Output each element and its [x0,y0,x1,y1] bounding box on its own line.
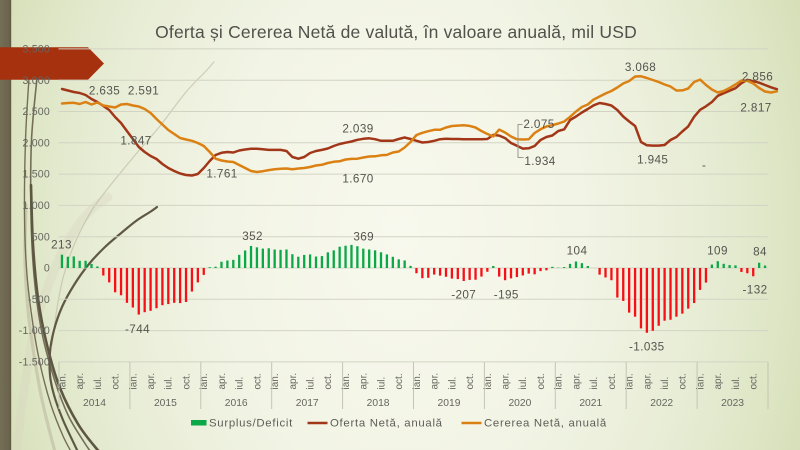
svg-text:3.500: 3.500 [22,44,50,56]
svg-text:2019: 2019 [438,398,461,409]
svg-text:2016: 2016 [225,398,248,409]
svg-text:apr.: apr. [713,373,724,390]
svg-text:3.068: 3.068 [625,61,656,74]
svg-text:oct.: oct. [536,373,547,389]
svg-text:2.591: 2.591 [128,85,159,98]
svg-text:iul.: iul. [447,377,458,390]
svg-text:ian.: ian. [625,373,636,389]
svg-text:2022: 2022 [650,398,673,409]
svg-text:iul.: iul. [164,377,175,390]
svg-text:oct.: oct. [323,373,334,389]
svg-text:352: 352 [242,230,263,243]
svg-text:104: 104 [567,245,588,258]
svg-text:iul.: iul. [306,377,317,390]
svg-text:apr.: apr. [501,373,512,390]
svg-text:-500: -500 [28,294,50,306]
svg-text:oct.: oct. [678,373,689,389]
svg-text:1.945: 1.945 [637,154,668,167]
svg-text:369: 369 [353,231,374,244]
svg-text:2.500: 2.500 [22,106,50,118]
svg-text:iul.: iul. [589,377,600,390]
svg-text:oct.: oct. [607,373,618,389]
svg-text:84: 84 [753,246,767,259]
svg-text:apr.: apr. [430,373,441,390]
svg-text:iul.: iul. [660,377,671,390]
svg-text:-132: -132 [743,284,768,297]
svg-text:iul.: iul. [235,377,246,390]
svg-text:Oferta și Cererea Netă de valu: Oferta și Cererea Netă de valută, în val… [155,22,637,42]
svg-text:1.000: 1.000 [22,200,50,212]
svg-text:3.000: 3.000 [22,75,50,87]
svg-text:2.856: 2.856 [742,71,773,84]
svg-text:2.817: 2.817 [740,102,771,115]
svg-text:apr.: apr. [75,373,86,390]
svg-text:2023: 2023 [721,398,744,409]
svg-text:oct.: oct. [181,373,192,389]
svg-text:2017: 2017 [296,398,319,409]
svg-text:1.761: 1.761 [206,167,237,180]
svg-text:apr.: apr. [217,373,228,390]
svg-text:-: - [702,160,706,172]
svg-text:2.635: 2.635 [89,85,120,98]
svg-text:-1.000: -1.000 [19,325,50,337]
svg-text:2020: 2020 [508,398,531,409]
svg-text:1.934: 1.934 [524,155,555,168]
svg-text:2018: 2018 [367,398,390,409]
svg-text:iul.: iul. [93,377,104,390]
svg-text:-207: -207 [451,288,476,301]
svg-text:2.039: 2.039 [342,123,373,136]
svg-text:apr.: apr. [571,373,582,390]
svg-text:iul.: iul. [518,377,529,390]
svg-text:213: 213 [51,239,72,252]
svg-text:ian.: ian. [483,373,494,389]
svg-text:2014: 2014 [83,398,106,409]
svg-text:Oferta Netă, anuală: Oferta Netă, anuală [330,418,443,430]
svg-text:oct.: oct. [252,373,263,389]
svg-text:ian.: ian. [696,373,707,389]
svg-text:1.847: 1.847 [120,135,151,148]
svg-text:2.075: 2.075 [523,118,554,131]
svg-text:2.000: 2.000 [22,137,50,149]
svg-text:ian.: ian. [412,373,423,389]
svg-text:1.500: 1.500 [22,169,50,181]
svg-text:-1.035: -1.035 [629,341,665,354]
svg-text:Surplus/Deficit: Surplus/Deficit [209,418,293,430]
svg-text:500: 500 [32,231,50,243]
svg-text:-1.500: -1.500 [19,357,50,369]
svg-text:ian.: ian. [270,373,281,389]
svg-text:apr.: apr. [359,373,370,390]
svg-text:ian.: ian. [341,373,352,389]
svg-text:oct.: oct. [465,373,476,389]
svg-text:apr.: apr. [288,373,299,390]
svg-text:ian.: ian. [199,373,210,389]
svg-text:Cererea Netă, anuală: Cererea Netă, anuală [484,418,607,430]
svg-text:iul.: iul. [376,377,387,390]
svg-text:2021: 2021 [579,398,602,409]
svg-text:oct.: oct. [111,373,122,389]
svg-text:ian.: ian. [128,373,139,389]
svg-text:0: 0 [44,263,50,275]
svg-text:-195: -195 [494,288,519,301]
svg-text:ian.: ian. [57,373,68,389]
svg-text:109: 109 [707,245,728,258]
svg-text:-744: -744 [125,323,150,336]
svg-text:ian.: ian. [554,373,565,389]
svg-text:iul.: iul. [731,377,742,390]
svg-text:apr.: apr. [146,373,157,390]
svg-text:2015: 2015 [154,398,177,409]
svg-text:oct.: oct. [749,373,760,389]
svg-text:oct.: oct. [394,373,405,389]
svg-text:apr.: apr. [642,373,653,390]
svg-text:1.670: 1.670 [342,173,373,186]
